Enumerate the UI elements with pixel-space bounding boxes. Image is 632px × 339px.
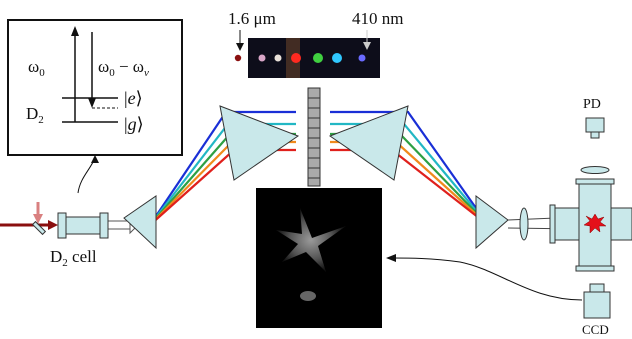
spot-blue	[358, 54, 366, 62]
pd-lens	[580, 166, 610, 174]
cell-window-right	[99, 212, 109, 239]
focusing-lens	[519, 207, 529, 241]
mask-column	[307, 87, 321, 187]
vacuum-chamber	[549, 178, 632, 272]
pd-body	[585, 117, 605, 133]
ccd-pointer-head	[386, 254, 396, 262]
pump-arrow-head	[71, 26, 79, 36]
inset-pointer-line	[77, 157, 96, 194]
input-mirror	[31, 202, 47, 236]
pd-label: PD	[583, 97, 601, 112]
mask-body	[307, 87, 321, 187]
pd-nose	[590, 131, 600, 139]
beam-blue-right	[330, 110, 489, 226]
cell-label: D2 cell	[50, 247, 97, 269]
stokes-arrow-head	[88, 98, 96, 108]
spot-pink	[258, 54, 266, 62]
ccd-camera: CCD	[582, 283, 611, 337]
ccd-body	[583, 291, 611, 319]
photodiode: PD	[580, 97, 610, 174]
input-prism	[123, 195, 157, 250]
state-g-ket: |g⟩	[124, 114, 144, 134]
large-prism-left	[219, 105, 300, 181]
wavelength-left-label: 1.6 μm	[228, 9, 276, 28]
ccd-image	[256, 188, 382, 328]
pump-beam-head	[48, 220, 58, 230]
spectrum-strip: 1.6 μm 410 nm	[228, 9, 403, 78]
chamber-flange-bottom	[575, 265, 615, 272]
large-prism-right	[328, 105, 409, 181]
d2-cell: D2 cell	[50, 212, 109, 269]
energy-level-inset: ω0 ω0 − ωv |e⟩ |g⟩ D2	[7, 19, 183, 156]
star-pattern	[276, 208, 346, 272]
spot-green	[313, 53, 323, 63]
ccd-lens	[589, 283, 605, 293]
cell-window-left	[57, 212, 67, 239]
spark-icon	[583, 213, 607, 234]
ccd-label: CCD	[582, 322, 609, 335]
secondary-spot	[300, 291, 316, 301]
uv-marker-head	[363, 42, 371, 50]
molecule-label: D2	[26, 104, 44, 126]
inset-frame	[7, 19, 183, 156]
spot-red	[291, 53, 301, 63]
state-e-ket: |e⟩	[124, 88, 143, 108]
output-prism	[475, 195, 509, 250]
spot-cyan	[332, 53, 342, 63]
ir-marker-head	[236, 43, 244, 51]
mirror	[31, 220, 47, 236]
ccd-pointer-line	[391, 257, 583, 301]
input-beam-pink-head	[33, 214, 43, 224]
omega-difference-label: ω0 − ωv	[98, 57, 149, 79]
chamber-flange-top	[575, 178, 615, 185]
cell-body	[65, 216, 101, 235]
spot-ir	[234, 54, 242, 62]
spot-white	[274, 54, 282, 62]
wavelength-right-label: 410 nm	[352, 9, 403, 28]
chamber-flange-left	[549, 204, 556, 244]
omega0-label: ω0	[28, 57, 45, 79]
inset-pointer-head	[91, 155, 99, 163]
